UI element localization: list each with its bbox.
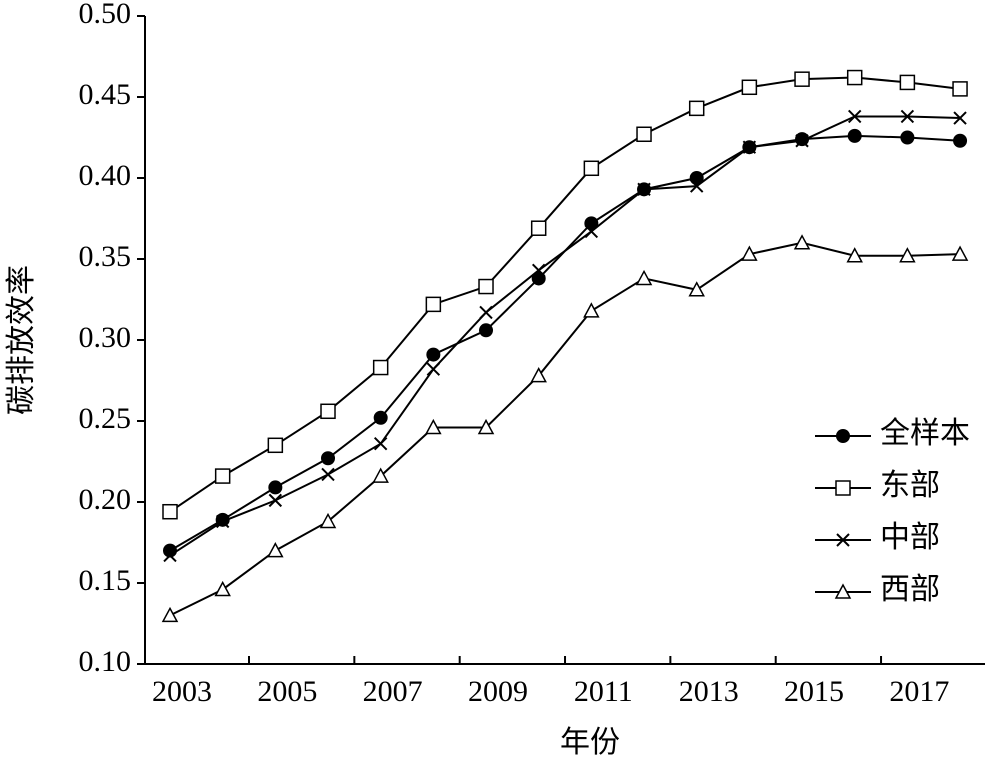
data-point: [161, 606, 179, 623]
data-point: [793, 234, 811, 250]
data-point: [426, 362, 441, 376]
legend-marker: [836, 429, 850, 443]
data-point: [321, 467, 335, 482]
data-point: [846, 69, 863, 86]
data-point: [688, 281, 705, 297]
x-tick-label: 2017: [889, 675, 949, 708]
data-point: [900, 130, 915, 145]
series-line: [169, 115, 961, 557]
legend-label: 东部: [880, 469, 940, 502]
data-point: [372, 359, 389, 376]
y-tick-label: 0.10: [79, 645, 132, 678]
y-tick-label: 0.30: [79, 321, 132, 354]
legend-marker: [836, 533, 850, 547]
data-point: [689, 179, 704, 193]
legend-label: 全样本: [880, 417, 970, 450]
y-tick-label: 0.45: [79, 78, 132, 111]
data-point: [530, 367, 547, 383]
y-tick-label: 0.25: [79, 402, 132, 435]
data-point: [321, 451, 336, 466]
data-point: [530, 220, 547, 236]
data-point: [479, 323, 494, 338]
data-point: [372, 467, 389, 483]
y-tick-label: 0.20: [79, 483, 132, 516]
series-line: [169, 241, 961, 617]
data-point: [953, 133, 968, 148]
y-axis-title: 碳排放效率: [5, 265, 38, 415]
data-point: [899, 247, 916, 263]
data-point: [741, 79, 758, 96]
legend-label: 西部: [880, 573, 940, 606]
data-point: [635, 269, 653, 286]
data-point: [952, 81, 968, 97]
data-point: [373, 436, 388, 451]
x-tick-label: 2007: [363, 675, 423, 708]
data-point: [583, 160, 600, 177]
data-point: [267, 437, 284, 454]
x-axis-title: 年份: [560, 726, 620, 759]
data-point: [373, 410, 388, 425]
data-point: [479, 305, 493, 320]
data-point: [900, 109, 915, 124]
data-point: [162, 503, 178, 520]
data-point: [426, 347, 441, 362]
x-tick-label: 2011: [574, 675, 633, 708]
x-tick-label: 2015: [784, 675, 844, 708]
data-point: [531, 263, 546, 278]
data-point: [584, 224, 599, 239]
legend-marker: [834, 583, 852, 599]
data-point: [636, 126, 652, 143]
y-tick-label: 0.15: [79, 564, 132, 597]
x-tick-label: 2009: [468, 675, 528, 708]
x-tick-label: 2003: [152, 675, 212, 708]
data-point: [899, 74, 916, 91]
data-point: [848, 109, 862, 124]
series-line: [169, 76, 961, 513]
data-point: [741, 245, 758, 261]
data-point: [163, 548, 177, 563]
x-tick-label: 2013: [679, 675, 739, 708]
data-point: [953, 111, 967, 125]
data-point: [425, 418, 442, 435]
data-point: [846, 247, 863, 263]
legend-marker: [835, 480, 851, 496]
data-point: [742, 140, 757, 154]
data-point: [267, 542, 284, 558]
data-point: [268, 480, 283, 495]
data-point: [214, 468, 231, 484]
legend-label: 中部: [880, 521, 940, 554]
data-point: [637, 182, 651, 197]
data-point: [319, 512, 337, 529]
y-tick-label: 0.40: [79, 159, 132, 192]
data-point: [214, 580, 231, 597]
y-tick-label: 0.50: [79, 0, 132, 30]
y-tick-label: 0.35: [79, 240, 132, 273]
data-point: [268, 493, 283, 508]
data-point: [320, 403, 336, 420]
data-point: [478, 278, 494, 295]
data-point: [688, 100, 705, 117]
data-point: [847, 128, 862, 143]
data-point: [425, 296, 442, 313]
data-point: [794, 71, 810, 87]
data-point: [215, 514, 230, 529]
data-point: [951, 245, 969, 261]
data-point: [795, 134, 809, 148]
x-tick-label: 2005: [257, 675, 317, 708]
data-point: [583, 302, 600, 318]
data-point: [795, 132, 810, 147]
data-point: [477, 418, 495, 435]
